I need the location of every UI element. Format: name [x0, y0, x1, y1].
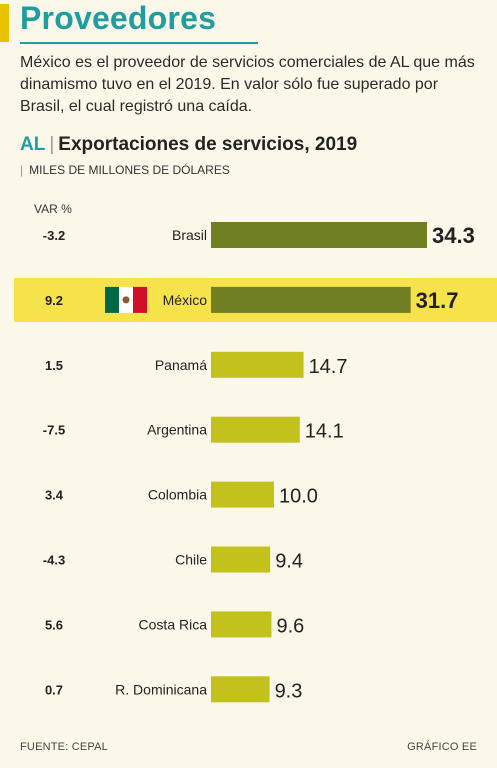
flag-green-stripe: [105, 286, 119, 313]
category-label: Costa Rica: [139, 616, 208, 632]
intro-text: México es el proveedor de servicios come…: [20, 54, 475, 115]
chart-heading: AL | Exportaciones de servicios, 2019: [20, 134, 357, 156]
source-note: FUENTE: CEPAL: [20, 741, 108, 753]
title-underline: [20, 42, 258, 44]
var-pct-label: 3.4: [45, 488, 64, 503]
chart-title: Exportaciones de servicios, 2019: [58, 134, 358, 155]
chart-region: AL: [20, 134, 46, 155]
var-pct-label: 5.6: [45, 617, 63, 632]
var-pct-label: 1.5: [45, 358, 63, 373]
bar: [211, 416, 300, 443]
category-label: Brasil: [172, 227, 207, 243]
bar: [211, 546, 271, 573]
category-label: Colombia: [148, 487, 207, 503]
bar: [211, 222, 427, 248]
flag-red-stripe: [133, 286, 147, 313]
chart-units: | MILES DE MILLONES DE DÓLARES: [20, 163, 230, 177]
category-label: R. Dominicana: [115, 681, 207, 697]
page-title: Proveedores: [20, 0, 217, 36]
value-label: 31.7: [416, 288, 459, 313]
units-separator: |: [20, 163, 24, 177]
category-label: Chile: [175, 552, 207, 568]
value-label: 9.6: [276, 615, 304, 637]
value-label: 9.4: [275, 551, 303, 573]
value-label: 9.3: [275, 680, 303, 702]
var-pct-label: -3.2: [43, 228, 65, 243]
graphic-credit: GRÁFICO EE: [407, 741, 477, 753]
var-column-header: VAR %: [34, 202, 72, 216]
bar: [211, 676, 270, 703]
category-label: México: [163, 292, 208, 308]
title-accent-bar: [0, 4, 9, 42]
var-pct-label: 9.2: [45, 293, 63, 308]
heading-separator: |: [49, 134, 55, 155]
chart-units-label: MILES DE MILLONES DE DÓLARES: [29, 163, 230, 177]
bar: [211, 286, 411, 313]
bar: [211, 481, 274, 508]
flag-emblem: [122, 296, 130, 304]
value-label: 14.7: [309, 356, 348, 378]
category-label: Panamá: [155, 357, 207, 373]
category-label: Argentina: [147, 422, 207, 438]
value-label: 34.3: [432, 223, 475, 248]
var-pct-label: -7.5: [43, 423, 65, 438]
var-pct-label: 0.7: [45, 682, 63, 697]
var-pct-label: -4.3: [43, 553, 65, 568]
value-label: 14.1: [305, 421, 344, 443]
bar: [211, 611, 272, 638]
bar: [211, 351, 304, 378]
mexico-flag-icon: [105, 286, 147, 313]
value-label: 10.0: [279, 486, 318, 508]
